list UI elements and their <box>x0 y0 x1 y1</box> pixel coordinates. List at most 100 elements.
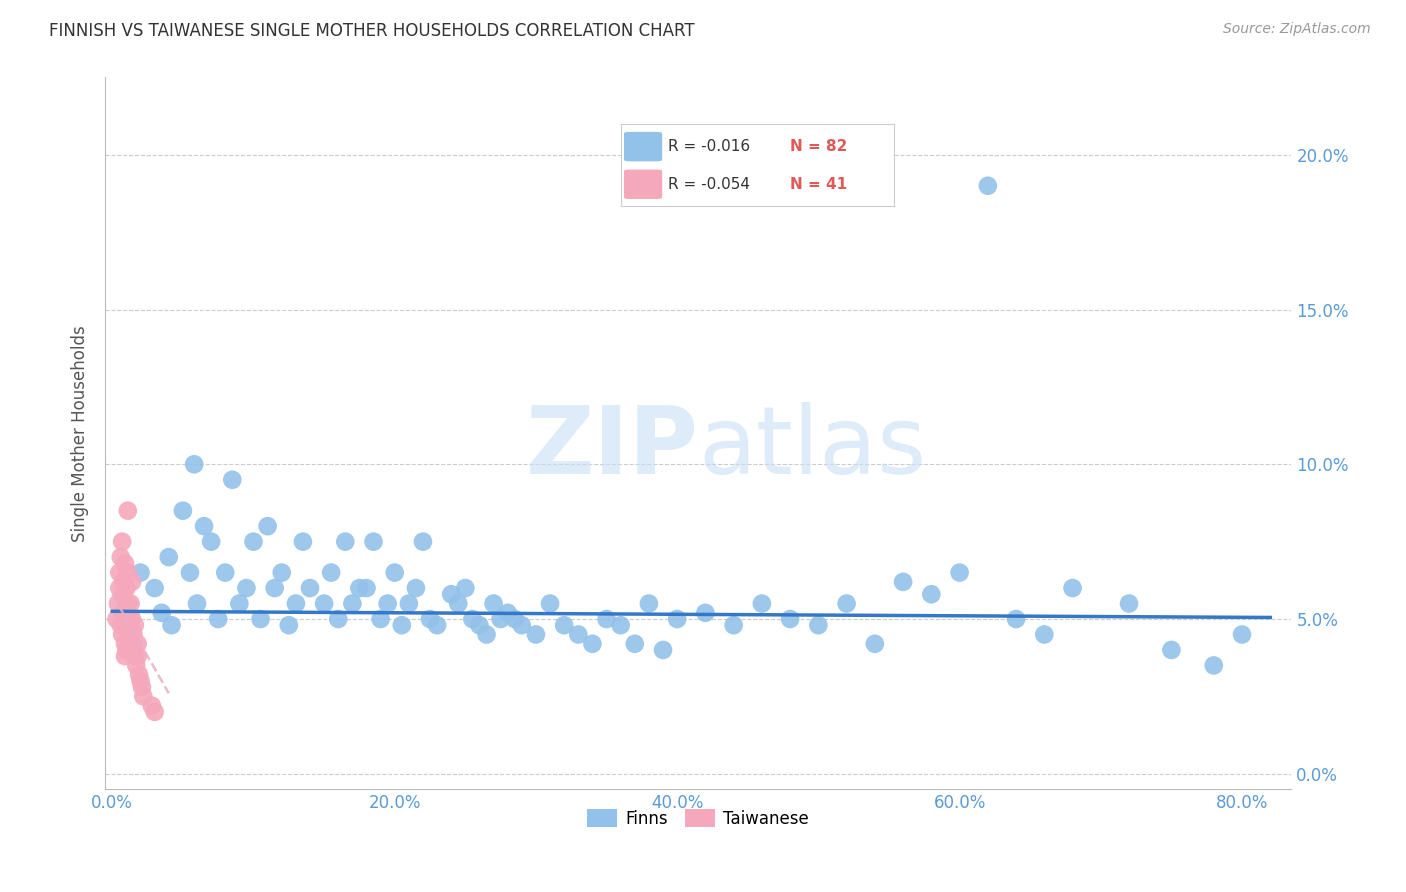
Point <box>111 627 134 641</box>
Point <box>143 705 166 719</box>
Point <box>328 612 350 626</box>
Point <box>270 566 292 580</box>
Point <box>461 612 484 626</box>
Point <box>447 597 470 611</box>
Point <box>567 627 589 641</box>
Point <box>314 597 336 611</box>
Point <box>131 680 153 694</box>
Point <box>1033 627 1056 641</box>
Point <box>335 534 357 549</box>
Point <box>249 612 271 626</box>
Point <box>652 643 675 657</box>
Point <box>127 649 149 664</box>
Point <box>124 649 146 664</box>
Point <box>581 637 603 651</box>
Point <box>1062 581 1084 595</box>
Point <box>112 574 135 589</box>
Point <box>370 612 392 626</box>
Point <box>291 534 314 549</box>
Point <box>221 473 243 487</box>
Point <box>1005 612 1028 626</box>
Point <box>122 637 145 651</box>
Point <box>503 612 526 626</box>
Point <box>623 637 645 651</box>
Point <box>349 581 371 595</box>
Text: FINNISH VS TAIWANESE SINGLE MOTHER HOUSEHOLDS CORRELATION CHART: FINNISH VS TAIWANESE SINGLE MOTHER HOUSE… <box>49 22 695 40</box>
Point <box>256 519 278 533</box>
Point <box>284 597 307 611</box>
Point <box>405 581 427 595</box>
Point <box>398 597 420 611</box>
Point <box>751 597 773 611</box>
Point <box>127 637 149 651</box>
Point <box>263 581 285 595</box>
Point <box>454 581 477 595</box>
Point <box>496 606 519 620</box>
Point <box>377 597 399 611</box>
Point <box>117 566 139 580</box>
Point <box>723 618 745 632</box>
Point <box>128 667 150 681</box>
Point <box>160 618 183 632</box>
Point <box>110 550 132 565</box>
Point <box>235 581 257 595</box>
Point <box>110 618 132 632</box>
Point <box>391 618 413 632</box>
Point <box>363 534 385 549</box>
Point <box>920 587 942 601</box>
Point <box>107 597 129 611</box>
Legend: Finns, Taiwanese: Finns, Taiwanese <box>581 803 815 834</box>
Point <box>115 643 138 657</box>
Point <box>419 612 441 626</box>
Point <box>118 612 141 626</box>
Point <box>948 566 970 580</box>
Point <box>538 597 561 611</box>
Point <box>277 618 299 632</box>
Point <box>835 597 858 611</box>
Point <box>172 504 194 518</box>
Point <box>214 566 236 580</box>
Point <box>114 649 136 664</box>
Point <box>129 566 152 580</box>
Point <box>124 618 146 632</box>
Point <box>118 627 141 641</box>
Point <box>524 627 547 641</box>
Point <box>440 587 463 601</box>
Point <box>105 612 128 626</box>
Point <box>242 534 264 549</box>
Point <box>122 627 145 641</box>
Point <box>179 566 201 580</box>
Point <box>120 618 142 632</box>
Point <box>112 587 135 601</box>
Point <box>482 597 505 611</box>
Point <box>108 581 131 595</box>
Point <box>111 534 134 549</box>
Point <box>779 612 801 626</box>
Point <box>115 581 138 595</box>
Point <box>121 574 143 589</box>
Point <box>115 597 138 611</box>
Text: Source: ZipAtlas.com: Source: ZipAtlas.com <box>1223 22 1371 37</box>
Point <box>141 698 163 713</box>
Point <box>112 606 135 620</box>
Point <box>977 178 1000 193</box>
Point <box>132 690 155 704</box>
Point <box>426 618 449 632</box>
Point <box>489 612 512 626</box>
Point <box>807 618 830 632</box>
Point <box>609 618 631 632</box>
Point <box>121 612 143 626</box>
Point <box>553 618 575 632</box>
Point <box>321 566 343 580</box>
Point <box>475 627 498 641</box>
Text: atlas: atlas <box>699 401 927 493</box>
Point <box>118 643 141 657</box>
Point <box>143 581 166 595</box>
Point <box>183 457 205 471</box>
Point <box>666 612 689 626</box>
Point <box>150 606 173 620</box>
Point <box>298 581 321 595</box>
Point <box>1230 627 1253 641</box>
Point <box>120 597 142 611</box>
Point <box>356 581 378 595</box>
